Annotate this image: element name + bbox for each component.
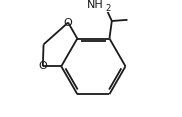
Text: O: O bbox=[38, 61, 47, 71]
Text: 2: 2 bbox=[105, 4, 110, 13]
Text: O: O bbox=[64, 18, 72, 27]
Text: NH: NH bbox=[87, 0, 104, 10]
